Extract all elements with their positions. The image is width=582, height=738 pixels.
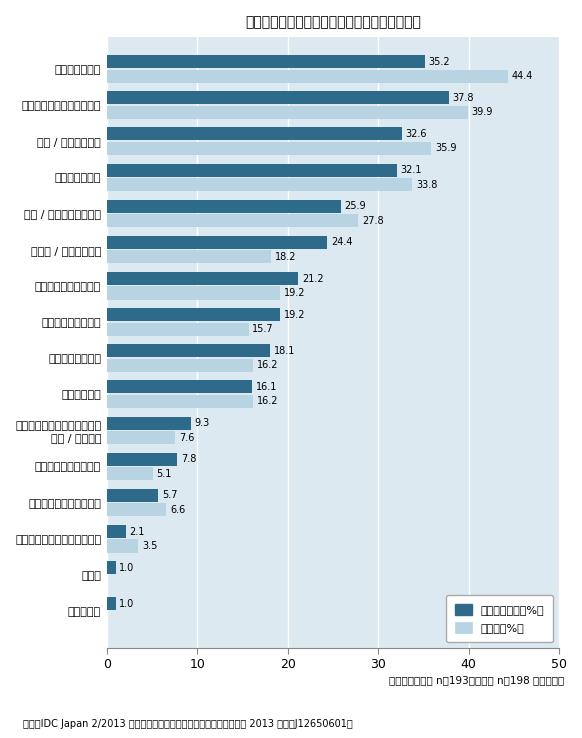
Text: 32.6: 32.6 xyxy=(405,129,427,139)
Bar xyxy=(107,539,139,553)
Bar xyxy=(107,381,253,393)
Text: 15.7: 15.7 xyxy=(253,324,274,334)
Bar xyxy=(107,467,153,480)
Legend: 中堅中小企業（%）, 大企業（%）: 中堅中小企業（%）, 大企業（%） xyxy=(446,595,553,642)
Text: 16.1: 16.1 xyxy=(256,382,277,392)
Bar xyxy=(107,250,271,263)
Text: 5.1: 5.1 xyxy=(157,469,172,479)
Text: 3.5: 3.5 xyxy=(142,541,157,551)
Text: 16.2: 16.2 xyxy=(257,396,278,407)
Text: 19.2: 19.2 xyxy=(284,288,306,298)
Text: 25.9: 25.9 xyxy=(345,201,366,211)
Text: 24.4: 24.4 xyxy=(331,238,353,247)
Text: （中堅中小企業 n＝193　大企業 n＝198 複数回答）: （中堅中小企業 n＝193 大企業 n＝198 複数回答） xyxy=(389,675,565,686)
Bar xyxy=(107,489,158,502)
Text: 32.1: 32.1 xyxy=(400,165,422,175)
Bar xyxy=(107,164,397,176)
Text: 出典：IDC Japan 2/2013 国内企業のストレージ利用実態に関する調査 2013 年版（J12650601）: 出典：IDC Japan 2/2013 国内企業のストレージ利用実態に関する調査… xyxy=(23,719,353,729)
Text: 1.0: 1.0 xyxy=(119,599,134,609)
Text: 9.3: 9.3 xyxy=(194,418,210,428)
Bar xyxy=(107,359,253,372)
Bar xyxy=(107,69,508,83)
Bar xyxy=(107,597,116,610)
Text: 21.2: 21.2 xyxy=(302,274,324,283)
Text: 7.6: 7.6 xyxy=(179,432,194,443)
Bar xyxy=(107,286,281,300)
Title: 従業員規模別「ストレージ仮想化の導入目的」: 従業員規模別「ストレージ仮想化の導入目的」 xyxy=(245,15,421,29)
Text: 5.7: 5.7 xyxy=(162,490,178,500)
Text: 37.8: 37.8 xyxy=(452,93,474,103)
Bar xyxy=(107,106,467,119)
Bar xyxy=(107,323,249,336)
Text: 1.0: 1.0 xyxy=(119,562,134,573)
Bar xyxy=(107,431,175,444)
Bar xyxy=(107,308,281,321)
Bar xyxy=(107,395,253,408)
Text: 16.2: 16.2 xyxy=(257,360,278,370)
Text: 6.6: 6.6 xyxy=(170,505,185,515)
Bar xyxy=(107,128,402,140)
Bar xyxy=(107,272,299,285)
Text: 35.2: 35.2 xyxy=(429,57,450,66)
Bar xyxy=(107,503,166,517)
Bar xyxy=(107,142,431,155)
Bar xyxy=(107,92,449,104)
Bar xyxy=(107,345,271,357)
Bar xyxy=(107,561,116,574)
Text: 18.2: 18.2 xyxy=(275,252,296,262)
Text: 2.1: 2.1 xyxy=(129,526,145,537)
Text: 19.2: 19.2 xyxy=(284,310,306,320)
Text: 35.9: 35.9 xyxy=(435,143,456,154)
Bar xyxy=(107,525,126,538)
Bar xyxy=(107,236,328,249)
Text: 18.1: 18.1 xyxy=(274,346,296,356)
Text: 39.9: 39.9 xyxy=(471,107,492,117)
Bar xyxy=(107,178,413,191)
Bar xyxy=(107,452,178,466)
Bar xyxy=(107,200,341,213)
Text: 7.8: 7.8 xyxy=(181,455,196,464)
Bar xyxy=(107,417,191,430)
Bar xyxy=(107,55,425,68)
Text: 33.8: 33.8 xyxy=(416,179,438,190)
Bar xyxy=(107,214,358,227)
Text: 44.4: 44.4 xyxy=(512,71,533,81)
Text: 27.8: 27.8 xyxy=(362,215,384,226)
